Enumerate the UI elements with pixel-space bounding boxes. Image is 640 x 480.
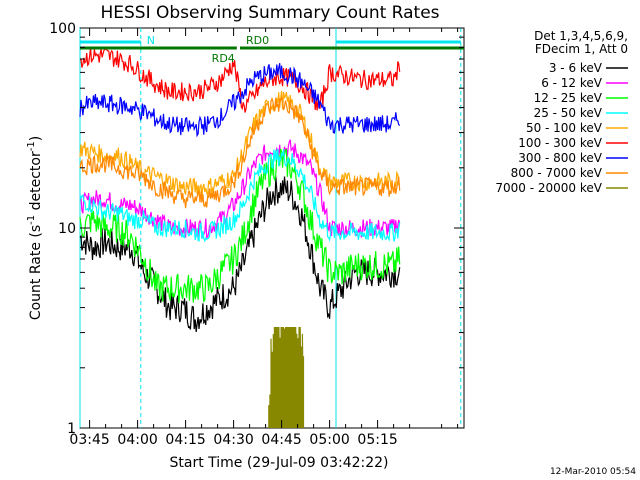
series-line-800-7000-kev [79, 96, 401, 209]
series-line-7000-20000-kev [268, 326, 305, 429]
y-axis-label: Count Rate (s-1 detector-1) [26, 136, 44, 320]
series-line-6-12-kev [79, 139, 401, 239]
legend: Det 1,3,4,5,6,9, FDecim 1, Att 0 3 - 6 k… [495, 29, 628, 195]
legend-entry-label: 50 - 100 keV [526, 121, 603, 135]
segment-label: RD4 [212, 52, 235, 65]
series-line-300-800-kev [79, 63, 401, 138]
legend-header-line-1: Det 1,3,4,5,6,9, [534, 29, 628, 43]
legend-entry-label: 3 - 6 keV [549, 61, 603, 75]
series-line-3-6-kev [79, 176, 401, 332]
legend-entry-label: 100 - 300 keV [518, 136, 602, 150]
legend-entry-label: 6 - 12 keV [541, 76, 603, 90]
y-tick-label: 10 [58, 221, 76, 237]
x-tick-label: 04:15 [165, 432, 205, 448]
series-line-100-300-kev [79, 47, 401, 113]
observing-segments: N RD4 RD0 [80, 34, 464, 65]
legend-entry-label: 300 - 800 keV [518, 151, 602, 165]
legend-entry-label: 12 - 25 keV [534, 91, 603, 105]
legend-header-line-2: FDecim 1, Att 0 [535, 42, 628, 56]
y-axis-ticks: 1 10 100 [49, 21, 464, 437]
chart-title: HESSI Observing Summary Count Rates [100, 3, 439, 23]
y-tick-label: 1 [67, 421, 76, 437]
x-tick-label: 04:30 [213, 432, 253, 448]
legend-entry-label: 7000 - 20000 keV [495, 181, 602, 195]
generated-date: 12-Mar-2010 05:54 [550, 467, 636, 477]
x-tick-label: 04:45 [261, 432, 301, 448]
y-tick-label: 100 [49, 21, 76, 37]
x-axis-label: Start Time (29-Jul-09 03:42:22) [169, 455, 388, 471]
series-line-50-100-kev [79, 90, 401, 197]
series-line-12-25-kev [79, 148, 401, 304]
segment-label: N [147, 34, 155, 47]
x-axis-ticks: 03:45 04:00 04:15 04:30 04:45 05:00 05:15 [69, 28, 459, 448]
segment-label: RD0 [246, 34, 269, 47]
x-tick-label: 03:45 [69, 432, 109, 448]
series-lines [79, 47, 401, 429]
series-line-25-50-kev [79, 148, 401, 243]
x-tick-label: 05:00 [309, 432, 349, 448]
legend-entry-label: 800 - 7000 keV [511, 166, 603, 180]
legend-entry-label: 25 - 50 keV [534, 106, 603, 120]
x-tick-label: 05:15 [357, 432, 397, 448]
x-tick-label: 04:00 [117, 432, 157, 448]
